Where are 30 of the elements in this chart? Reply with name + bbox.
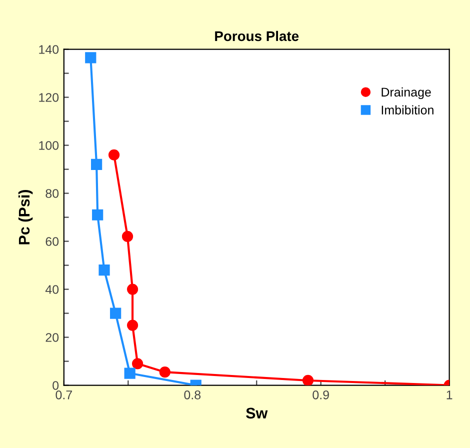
y-tick-label: 60 xyxy=(46,237,59,246)
point xyxy=(126,284,138,295)
x-tick-label: 0.8 xyxy=(184,390,201,400)
y-tick-label: 40 xyxy=(45,285,59,294)
legend-label: Imbibition xyxy=(382,105,434,114)
point xyxy=(132,358,144,370)
point xyxy=(108,149,120,160)
y-axis-title: Pc (Psi) xyxy=(18,190,33,244)
chart-title: Porous Plate xyxy=(215,30,299,42)
point xyxy=(122,230,134,242)
legend-label: Drainage xyxy=(382,87,431,100)
y-tick-label: 0 xyxy=(52,381,59,390)
point xyxy=(124,368,136,379)
point xyxy=(92,209,104,220)
point xyxy=(85,52,96,64)
y-tick-label: 80 xyxy=(46,189,59,198)
point xyxy=(90,158,102,170)
y-tick-label: 140 xyxy=(39,45,59,54)
point xyxy=(159,366,170,378)
x-axis-title: Sw xyxy=(246,408,268,419)
x-tick-label: 0.7 xyxy=(56,390,72,400)
y-tick-label: 120 xyxy=(39,93,59,102)
x-tick-label: 0.9 xyxy=(312,390,329,400)
point xyxy=(98,264,110,276)
point xyxy=(302,374,314,386)
y-tick-label: 100 xyxy=(39,141,59,150)
point xyxy=(110,308,122,319)
x-tick-label: 1 xyxy=(446,390,452,400)
point xyxy=(126,320,138,331)
y-tick-label: 20 xyxy=(46,333,59,342)
